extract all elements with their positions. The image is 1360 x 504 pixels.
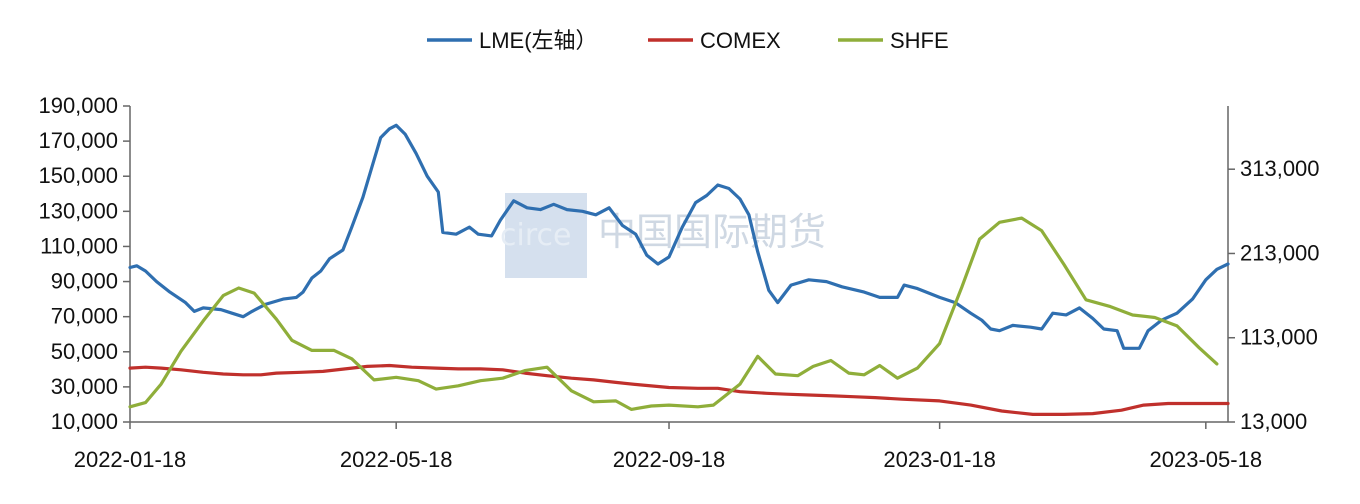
x-tick-label: 2022-05-18	[340, 447, 453, 472]
y-right-tick-label: 13,000	[1240, 409, 1307, 434]
y-left-tick-label: 70,000	[51, 304, 118, 329]
series-lines	[128, 123, 1230, 416]
watermark-logo-text: circe	[500, 218, 571, 253]
y-left-tick-label: 130,000	[38, 198, 118, 223]
series-line-lme	[128, 123, 1230, 350]
legend-label-lme: LME(左轴）	[479, 28, 598, 53]
y-left-tick-label: 170,000	[38, 128, 118, 153]
x-tick-label: 2022-01-18	[74, 447, 187, 472]
y-left-tick-label: 30,000	[51, 374, 118, 399]
y-right-tick-label: 213,000	[1240, 240, 1320, 265]
legend: LME(左轴） COMEX SHFE	[427, 28, 949, 53]
x-tick-label: 2023-01-18	[883, 447, 996, 472]
y-left-tick-label: 190,000	[38, 93, 118, 118]
y-left-tick-label: 110,000	[40, 233, 118, 258]
y-left-tick-label: 50,000	[51, 339, 118, 364]
watermark-title: 中国国际期货	[598, 210, 826, 254]
y-left-tick-label: 90,000	[51, 269, 118, 294]
y-right-tick-label: 313,000	[1240, 156, 1320, 181]
y-left-tick-label: 150,000	[38, 163, 118, 188]
series-line-comex	[128, 363, 1230, 416]
series-line-shfe	[128, 216, 1219, 411]
axes: 190,000 170,000 150,000 130,000 110,000 90,00…	[38, 93, 1319, 472]
legend-label-shfe: SHFE	[890, 28, 949, 53]
x-tick-label: 2023-05-18	[1150, 447, 1263, 472]
y-left-tick-label: 10,000	[51, 409, 118, 434]
y-right-tick-label: 113,000	[1240, 325, 1318, 350]
legend-label-comex: COMEX	[700, 28, 781, 53]
x-tick-label: 2022-09-18	[613, 447, 726, 472]
